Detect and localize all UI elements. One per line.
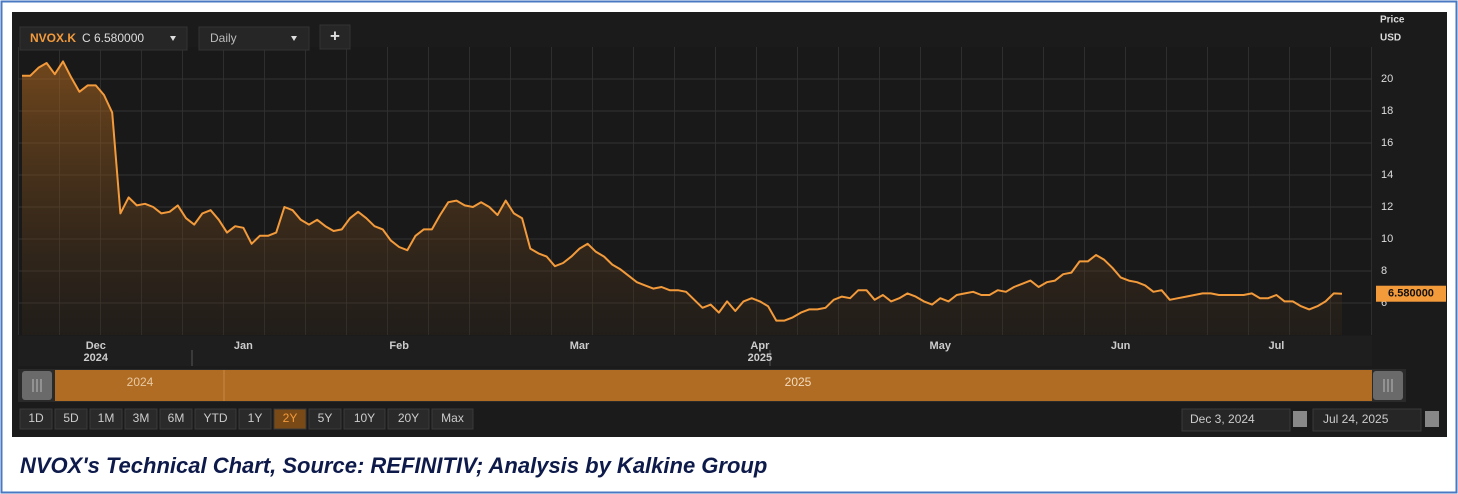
range-label: 10Y <box>354 411 375 425</box>
last-price-tag <box>1376 285 1446 302</box>
x-year-label: 2024 <box>84 352 109 364</box>
add-button[interactable] <box>319 24 351 50</box>
handle-grip <box>32 379 1393 392</box>
y-tick-label: 12 <box>1381 201 1393 213</box>
x-axis-band <box>18 336 1372 366</box>
range-button[interactable] <box>159 408 193 430</box>
from-date-label: Dec 3, 2024 <box>1190 412 1255 426</box>
x-tick-label: Jun <box>1111 340 1131 352</box>
dropdown-arrow <box>291 36 297 41</box>
range-button[interactable] <box>124 408 158 430</box>
range-button[interactable] <box>343 408 386 430</box>
y-tick-label: 16 <box>1381 137 1393 149</box>
y-tick-label: 20 <box>1381 73 1393 85</box>
range-label: 3M <box>133 411 150 425</box>
navigator-range[interactable] <box>55 370 1372 401</box>
range-label: 1M <box>98 411 115 425</box>
y-tick-label: 8 <box>1381 265 1387 277</box>
y-tick-label: 14 <box>1381 169 1393 181</box>
range-label: 6M <box>168 411 185 425</box>
area <box>22 61 1342 336</box>
range-button[interactable] <box>89 408 123 430</box>
range-label: Max <box>441 411 464 425</box>
range-label: 5D <box>63 411 79 425</box>
calendar-icon[interactable] <box>1425 411 1439 427</box>
y-tick-label: 10 <box>1381 233 1393 245</box>
range-button[interactable] <box>54 408 88 430</box>
quote: C 6.580000 <box>82 31 144 45</box>
y-axis-unit: USD <box>1380 33 1401 44</box>
symbol: NVOX.K <box>30 31 76 45</box>
y-axis-title: Price <box>1380 15 1405 26</box>
caption: NVOX's Technical Chart, Source: REFINITI… <box>20 453 767 478</box>
range-button[interactable] <box>308 408 342 430</box>
range-label: 2Y <box>283 411 298 425</box>
range-button[interactable] <box>238 408 272 430</box>
y-tick-label: 18 <box>1381 105 1393 117</box>
y-tick-label: 6 <box>1381 297 1387 309</box>
range-button[interactable] <box>19 408 53 430</box>
to-date[interactable] <box>1312 408 1422 432</box>
add-label: + <box>330 26 340 45</box>
range-label: 1Y <box>248 411 263 425</box>
x-tick-label: Mar <box>570 340 590 352</box>
symbol-box[interactable] <box>19 26 188 51</box>
from-date[interactable] <box>1181 408 1291 432</box>
x-tick-label: Apr <box>750 340 770 352</box>
interval-box[interactable] <box>198 26 310 51</box>
range-button[interactable] <box>387 408 430 430</box>
navigator-label: 2024 <box>127 375 154 389</box>
x-tick-label: Dec <box>86 340 106 352</box>
range-button[interactable] <box>431 408 474 430</box>
x-tick-label: May <box>930 340 952 352</box>
to-date-label: Jul 24, 2025 <box>1323 412 1389 426</box>
range-label: YTD <box>204 411 228 425</box>
range-label: 5Y <box>318 411 333 425</box>
dropdown-arrow <box>170 36 176 41</box>
calendar-icon[interactable] <box>1293 411 1307 427</box>
range-button[interactable] <box>194 408 237 430</box>
x-tick-label: Jan <box>234 340 253 352</box>
x-tick-label: Feb <box>389 340 409 352</box>
x-year-label: 2025 <box>748 352 772 364</box>
interval: Daily <box>210 31 237 45</box>
range-label: 20Y <box>398 411 419 425</box>
x-tick-label: Jul <box>1268 340 1284 352</box>
range-label: 1D <box>28 411 44 425</box>
navigator-label: 2025 <box>785 375 812 389</box>
last-price-label: 6.580000 <box>1388 288 1434 300</box>
price-line <box>22 60 1343 322</box>
range-button[interactable] <box>273 408 307 430</box>
